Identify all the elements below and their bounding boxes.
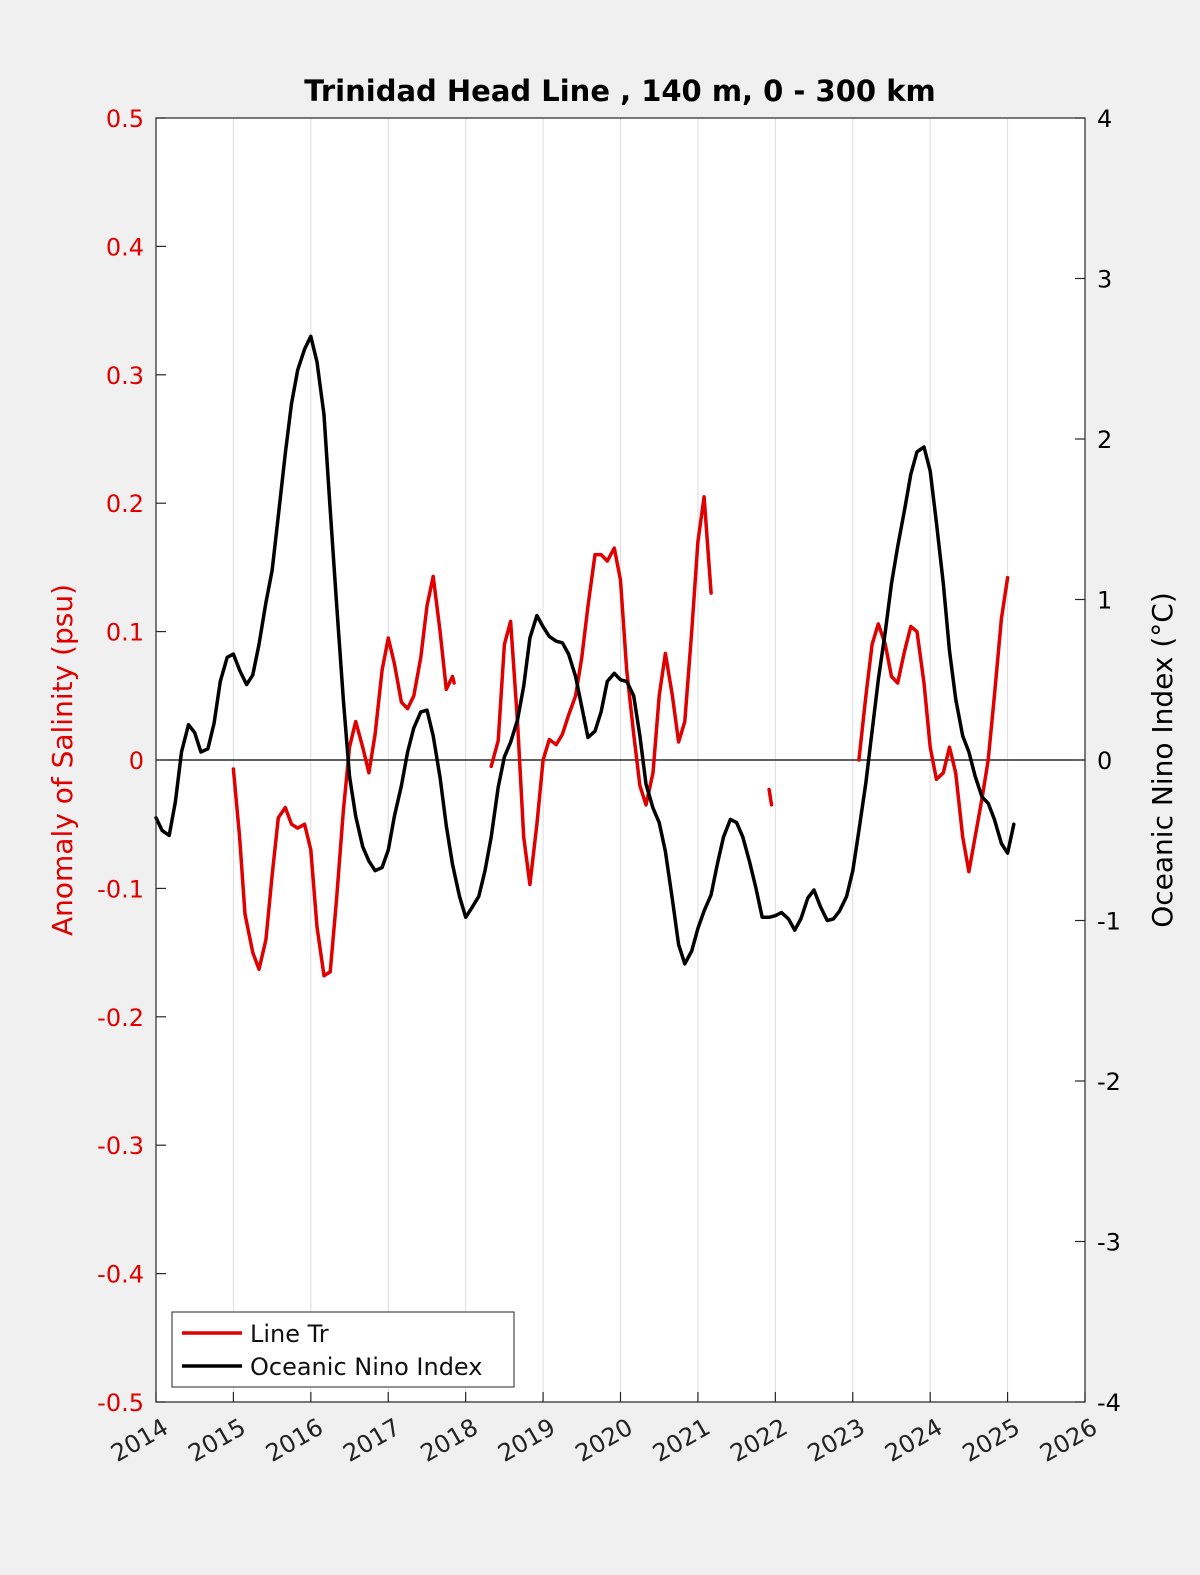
legend-box [171,1311,515,1388]
line-tr-series-segment-0 [231,574,456,978]
right-axis-tick-labels: -4 -3 -2 -1 0 1 2 3 4 [1097,105,1121,1417]
right-tick-label: 1 [1097,587,1112,615]
left-tick-label: -0.1 [97,875,144,903]
right-tick-label: -1 [1097,908,1121,936]
legend-label-oni: Oceanic Nino Index [250,1353,482,1381]
legend: Line Tr Oceanic Nino Index [171,1311,515,1388]
line-tr-series-segment-2 [767,787,774,807]
right-tick-label: 0 [1097,747,1112,775]
legend-label-line-tr: Line Tr [250,1320,329,1348]
tick-layer [155,117,1086,1403]
left-tick-label: 0.4 [106,233,144,261]
left-tick-label: 0 [129,747,144,775]
right-tick-label: 3 [1097,266,1112,294]
right-axis-label: Oceanic Nino Index (°C) [1146,592,1179,928]
right-tick-label: -2 [1097,1068,1121,1096]
left-tick-label: 0.3 [106,362,144,390]
right-tick-label: 2 [1097,426,1112,454]
left-tick-label: -0.5 [97,1389,144,1417]
chart-title: Trinidad Head Line , 140 m, 0 - 300 km [304,74,935,108]
left-axis-tick-labels: -0.5 -0.4 -0.3 -0.2 -0.1 0 0.1 0.2 0.3 0.4 0.5 [97,105,144,1417]
right-tick-label: 4 [1097,105,1112,133]
left-tick-label: -0.3 [97,1132,144,1160]
oni-series-segment-0 [154,334,1016,966]
left-tick-label: -0.2 [97,1004,144,1032]
left-tick-label: 0.2 [106,490,144,518]
series-layer [154,334,1016,978]
line-tr-series-segment-1 [489,495,713,887]
right-tick-label: -3 [1097,1229,1121,1257]
right-tick-label: -4 [1097,1389,1121,1417]
left-axis-label: Anomaly of Salinity (psu) [46,584,79,936]
left-tick-label: 0.1 [106,619,144,647]
left-tick-label: 0.5 [106,105,144,133]
left-tick-label: -0.4 [97,1261,144,1289]
